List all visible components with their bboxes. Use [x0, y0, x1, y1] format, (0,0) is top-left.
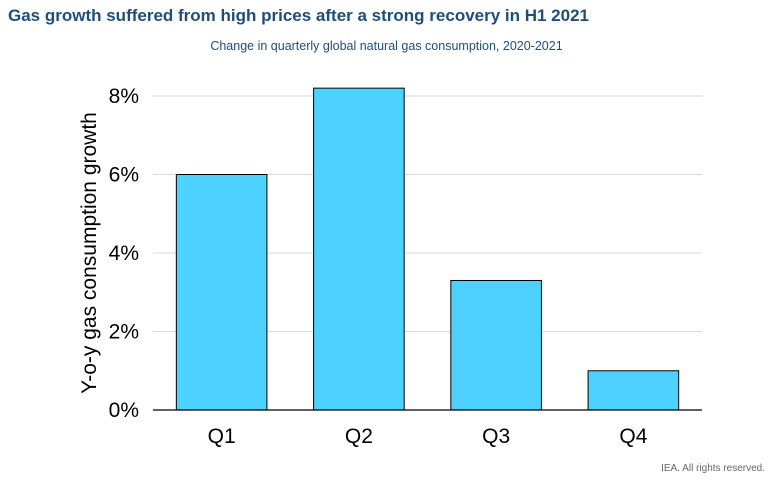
x-tick-label: Q3 [482, 425, 510, 448]
y-tick-label: 6% [109, 164, 139, 187]
x-tick-label: Q1 [208, 425, 236, 448]
y-tick-label: 2% [109, 321, 139, 344]
y-tick-labels: 0% 2% 4% 6% 8% [109, 85, 139, 422]
x-tick-labels: Q1 Q2 Q3 Q4 [208, 425, 648, 448]
credit-text: IEA. All rights reserved. [661, 463, 765, 474]
bar-q2 [313, 87, 405, 411]
y-tick-label: 8% [109, 85, 139, 108]
bar-q1 [175, 174, 268, 411]
y-tick-label: 4% [109, 242, 139, 265]
bars [175, 87, 680, 411]
bar-q4 [587, 370, 680, 411]
x-tick-label: Q2 [345, 425, 373, 448]
chart-title: Gas growth suffered from high prices aft… [8, 6, 590, 25]
x-tick-label: Q4 [619, 425, 647, 448]
y-tick-label: 0% [109, 399, 139, 422]
chart-subtitle: Change in quarterly global natural gas c… [210, 39, 563, 53]
bar-q3 [450, 279, 542, 411]
y-axis-title: Y-o-y gas consumption growth [78, 112, 101, 394]
